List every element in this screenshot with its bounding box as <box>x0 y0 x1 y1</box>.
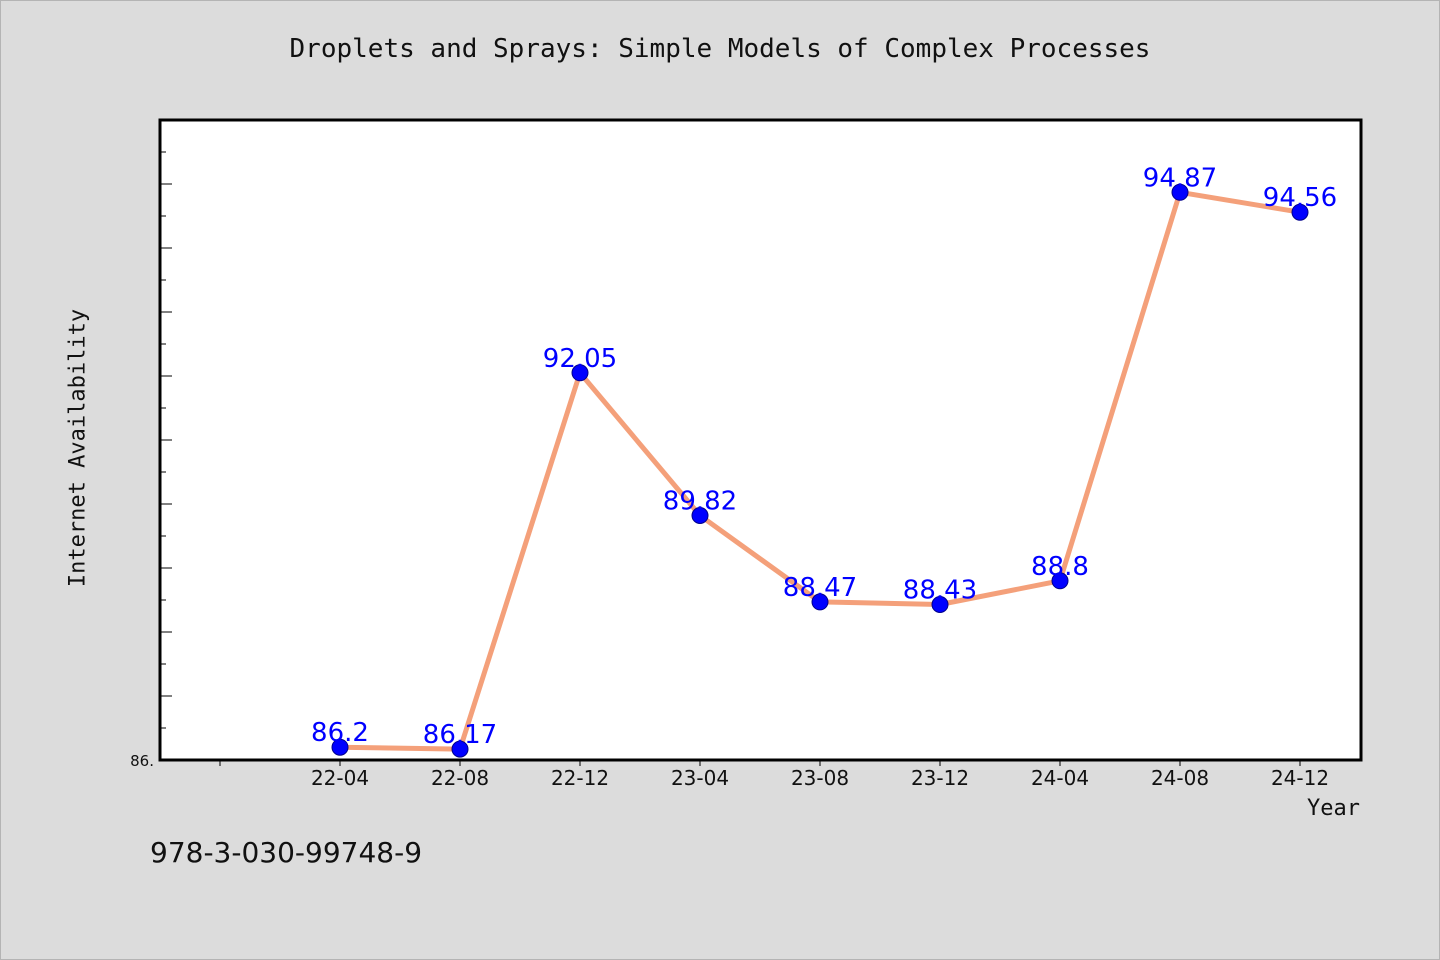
data-label: 86.2 <box>311 718 369 748</box>
x-tick-label: 22-12 <box>551 766 609 790</box>
x-tick-label: 24-12 <box>1271 766 1329 790</box>
data-point <box>1051 572 1069 590</box>
data-point <box>691 507 709 524</box>
data-label: 89.82 <box>663 487 737 517</box>
chart-title: Droplets and Sprays: Simple Models of Co… <box>289 34 1151 64</box>
data-point <box>571 364 589 382</box>
x-tick-label: 23-08 <box>791 766 849 790</box>
data-label: 94.87 <box>1143 163 1217 193</box>
data-point <box>1171 183 1189 201</box>
x-tick-label: 23-12 <box>911 766 969 790</box>
plot-area <box>158 118 1363 762</box>
x-tick-label: 24-08 <box>1151 766 1209 790</box>
data-point <box>931 596 949 613</box>
x-tick-label: 24-04 <box>1031 766 1089 790</box>
x-tick-label: 23-04 <box>671 766 729 790</box>
data-label: 94.56 <box>1263 183 1337 213</box>
data-label: 88.47 <box>783 573 857 603</box>
y-tick-label: 86. <box>130 752 154 770</box>
data-label: 88.43 <box>903 576 977 606</box>
x-axis-label: Year <box>1307 796 1360 821</box>
data-point <box>811 593 829 611</box>
isbn-text: 978-3-030-99748-9 <box>150 836 423 869</box>
data-point <box>451 740 469 758</box>
x-tick-label: 22-04 <box>311 766 369 790</box>
data-point <box>1291 203 1309 221</box>
data-point <box>331 738 349 756</box>
data-label: 92.05 <box>543 344 617 374</box>
data-label: 88.8 <box>1031 552 1089 582</box>
x-tick-label: 22-08 <box>431 766 489 790</box>
data-label: 86.17 <box>423 720 497 750</box>
